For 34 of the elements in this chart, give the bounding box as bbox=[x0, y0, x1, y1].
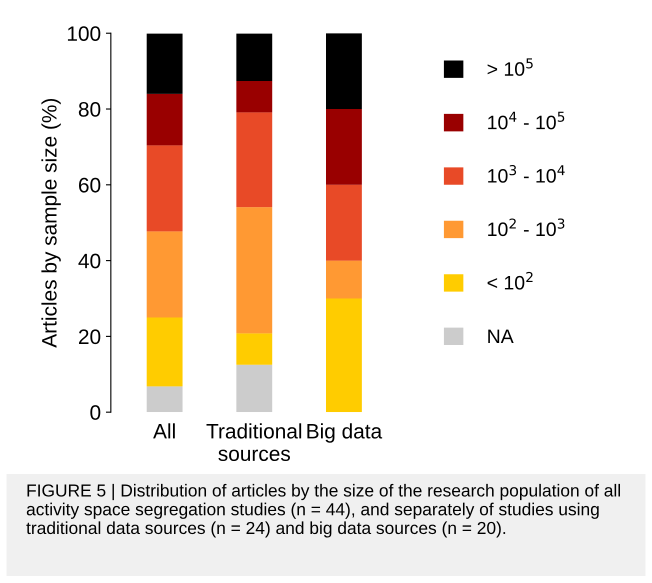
bar bbox=[146, 145, 183, 232]
bar bbox=[326, 33, 362, 110]
bar bbox=[146, 386, 183, 412]
bar bbox=[326, 298, 362, 412]
y-tick-label: 80 bbox=[78, 102, 100, 117]
bar bbox=[146, 34, 183, 94]
legend-label: > 10$^{5}$ bbox=[488, 58, 533, 76]
legend-label: < 10$^{2}$ bbox=[488, 272, 533, 290]
bar bbox=[236, 333, 272, 365]
y-tick-label: 0 bbox=[90, 405, 100, 420]
bar bbox=[146, 94, 183, 146]
y-tick-label: 60 bbox=[79, 178, 100, 193]
bar bbox=[236, 207, 272, 334]
bar bbox=[326, 184, 362, 261]
bar bbox=[326, 109, 362, 185]
caption: FIGURE 5 | Distribution of articles by the size of the research population of all activity space segregation studies (n = 44), and separately of studies using traditional data sources (n = 24) and big data sources (n = 20). bbox=[26, 484, 620, 538]
legend-label: 10$^{3}$ - 10$^{4}$ bbox=[488, 165, 565, 183]
y-tick-label: 40 bbox=[78, 254, 100, 268]
y-tick-label: 20 bbox=[78, 329, 100, 344]
legend-label: NA bbox=[488, 330, 514, 343]
x-tick-label: All bbox=[153, 423, 175, 438]
x-tick-label: Big data bbox=[307, 423, 382, 443]
y-axis-title: Articles by sample size (%) bbox=[41, 98, 61, 348]
legend-label: 10$^{2}$ - 10$^{3}$ bbox=[488, 218, 564, 236]
bar bbox=[236, 112, 272, 208]
bar bbox=[236, 364, 272, 412]
y-tick-label: 100 bbox=[68, 26, 100, 41]
legend-label: 10$^{4}$ - 10$^{5}$ bbox=[488, 112, 564, 130]
bar bbox=[146, 231, 183, 318]
bar bbox=[236, 34, 272, 81]
bar bbox=[326, 260, 362, 298]
x-tick-label: Traditional sources bbox=[206, 423, 302, 462]
bar bbox=[236, 80, 272, 112]
bar bbox=[146, 317, 183, 386]
